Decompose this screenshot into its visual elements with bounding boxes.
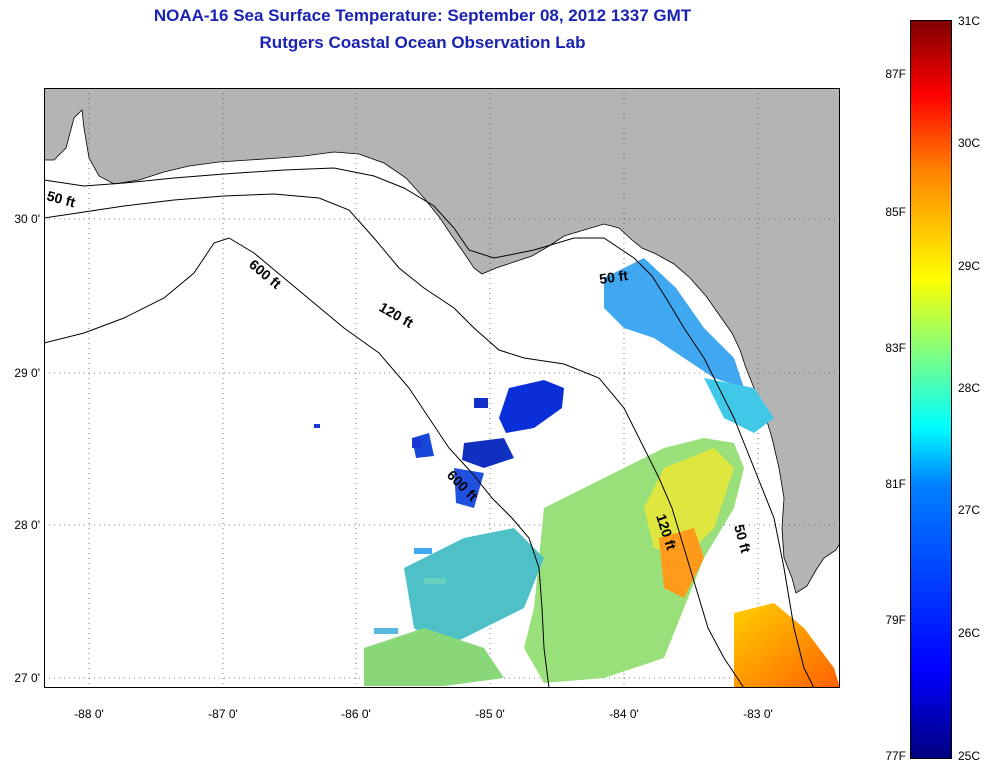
sst-patch-nearshore — [604, 258, 744, 388]
lat-label-27: 27 0' — [14, 671, 40, 685]
sst-patch-yellow-shelf — [644, 448, 734, 558]
sst-patch-dark-blue — [462, 438, 514, 468]
contour-600ft — [44, 237, 550, 688]
colorbar-c-30: 30C — [958, 136, 981, 150]
colorbar-c-26: 26C — [958, 626, 981, 640]
lon-label-83: -83 0' — [743, 707, 773, 721]
contour-label-50-west: 50 ft — [45, 187, 77, 210]
graticule — [44, 88, 840, 688]
colorbar-c-29: 29C — [958, 259, 981, 273]
contour-50ft — [44, 167, 815, 688]
map-frame — [44, 88, 840, 688]
colorbar-f-83: 83F — [885, 341, 906, 355]
lon-label-88: -88 0' — [74, 707, 104, 721]
contour-label-50-south: 50 ft — [731, 523, 754, 555]
colorbar-f-85: 85F — [885, 205, 906, 219]
map-subtitle: Rutgers Coastal Ocean Observation Lab — [259, 33, 586, 52]
lon-label-87: -87 0' — [208, 707, 238, 721]
colorbar-c-25: 25C — [958, 749, 981, 763]
colorbar-c-31: 31C — [958, 14, 981, 28]
colorbar-c-27: 27C — [958, 503, 981, 517]
sst-patch-orange-mid — [659, 528, 704, 598]
colorbar-f-87: 87F — [885, 67, 906, 81]
colorbar-c-28: 28C — [958, 381, 981, 395]
sst-map: 50 ft 50 ft 50 ft 120 ft 120 ft 600 ft 6… — [44, 88, 840, 688]
sst-patch-warm-corner — [734, 603, 840, 688]
sst-patch-cyan-mid — [704, 378, 774, 433]
lat-label-28: 28 0' — [14, 518, 40, 532]
colorbar-f-81: 81F — [885, 477, 906, 491]
colorbar-f-79: 79F — [885, 613, 906, 627]
contour-label-50-east: 50 ft — [598, 267, 629, 287]
sst-data — [314, 258, 840, 688]
temperature-colorbar — [910, 20, 952, 759]
lat-label-29: 29 0' — [14, 366, 40, 380]
colorbar-f-77: 77F — [885, 749, 906, 763]
sst-patch-green-sw — [364, 628, 504, 686]
lon-label-84: -84 0' — [609, 707, 639, 721]
contour-120ft — [44, 193, 745, 688]
lon-label-85: -85 0' — [475, 707, 505, 721]
bathymetry-contours — [44, 167, 815, 688]
map-title: NOAA-16 Sea Surface Temperature: Septemb… — [153, 6, 692, 25]
lon-label-86: -86 0' — [341, 707, 371, 721]
lat-label-30: 30 0' — [14, 212, 40, 226]
sst-patch-cool-blue — [499, 380, 564, 433]
sst-patch-west-cyan — [404, 528, 544, 648]
